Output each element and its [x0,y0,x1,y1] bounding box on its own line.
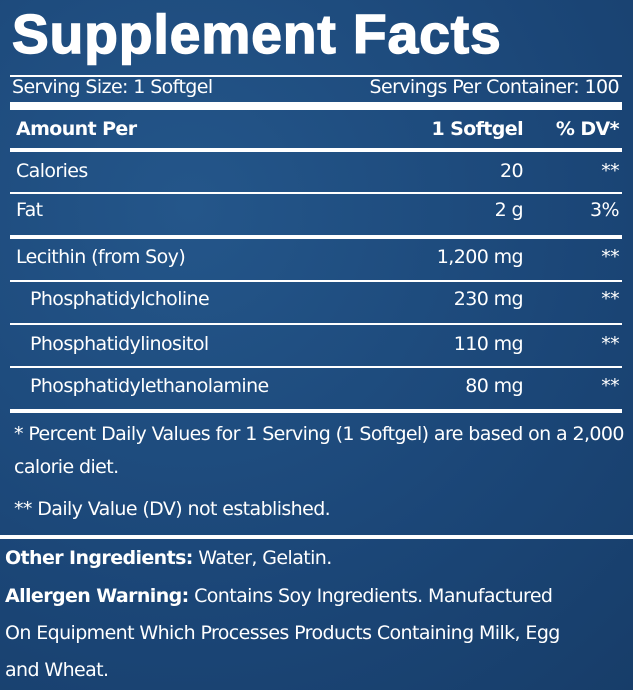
nutrient-name: Phosphatidylcholine [30,288,210,310]
text: Contains Soy Ingredients. Manufactured O… [5,585,560,681]
other-ingredients: Other Ingredients: Water, Gelatin. [5,540,605,577]
rule [10,192,622,194]
column-header: 1 Softgel [431,118,523,140]
servings-per-container: Servings Per Container: 100 [369,76,620,98]
rule [10,148,622,152]
footnote: ** Daily Value (DV) not established. [14,498,331,520]
daily-value: ** [601,246,619,268]
column-header: Amount Per [16,118,137,140]
rule [10,409,622,413]
label: Allergen Warning: [5,585,189,607]
rule [10,323,622,325]
nutrient-name: Calories [16,160,88,182]
rule [0,535,633,539]
text: Water, Gelatin. [198,547,332,569]
amount: 230 mg [453,288,524,310]
daily-value: ** [601,375,619,397]
nutrient-name: Fat [16,199,43,221]
allergen-warning: Allergen Warning: Contains Soy Ingredien… [5,578,580,689]
rule [10,75,622,77]
amount: 110 mg [453,333,524,355]
rule [10,235,622,239]
rule [10,366,622,368]
amount: 1,200 mg [436,246,524,268]
amount: 2 g [494,199,524,221]
rule [10,102,622,110]
amount: 80 mg [465,375,523,397]
daily-value: ** [601,333,619,355]
title: Supplement Facts [11,2,502,66]
serving-size: Serving Size: 1 Softgel [12,76,213,98]
nutrient-name: Lecithin (from Soy) [16,246,186,268]
footnote: * Percent Daily Values for 1 Serving (1 … [14,423,624,478]
amount: 20 [500,160,524,182]
nutrient-name: Phosphatidylinositol [30,333,209,355]
rule [10,280,622,282]
column-header: % DV* [555,118,620,140]
label: Other Ingredients: [5,547,193,569]
daily-value: ** [601,288,619,310]
nutrient-name: Phosphatidylethanolamine [30,375,269,397]
daily-value: ** [601,160,619,182]
daily-value: 3% [590,199,620,221]
